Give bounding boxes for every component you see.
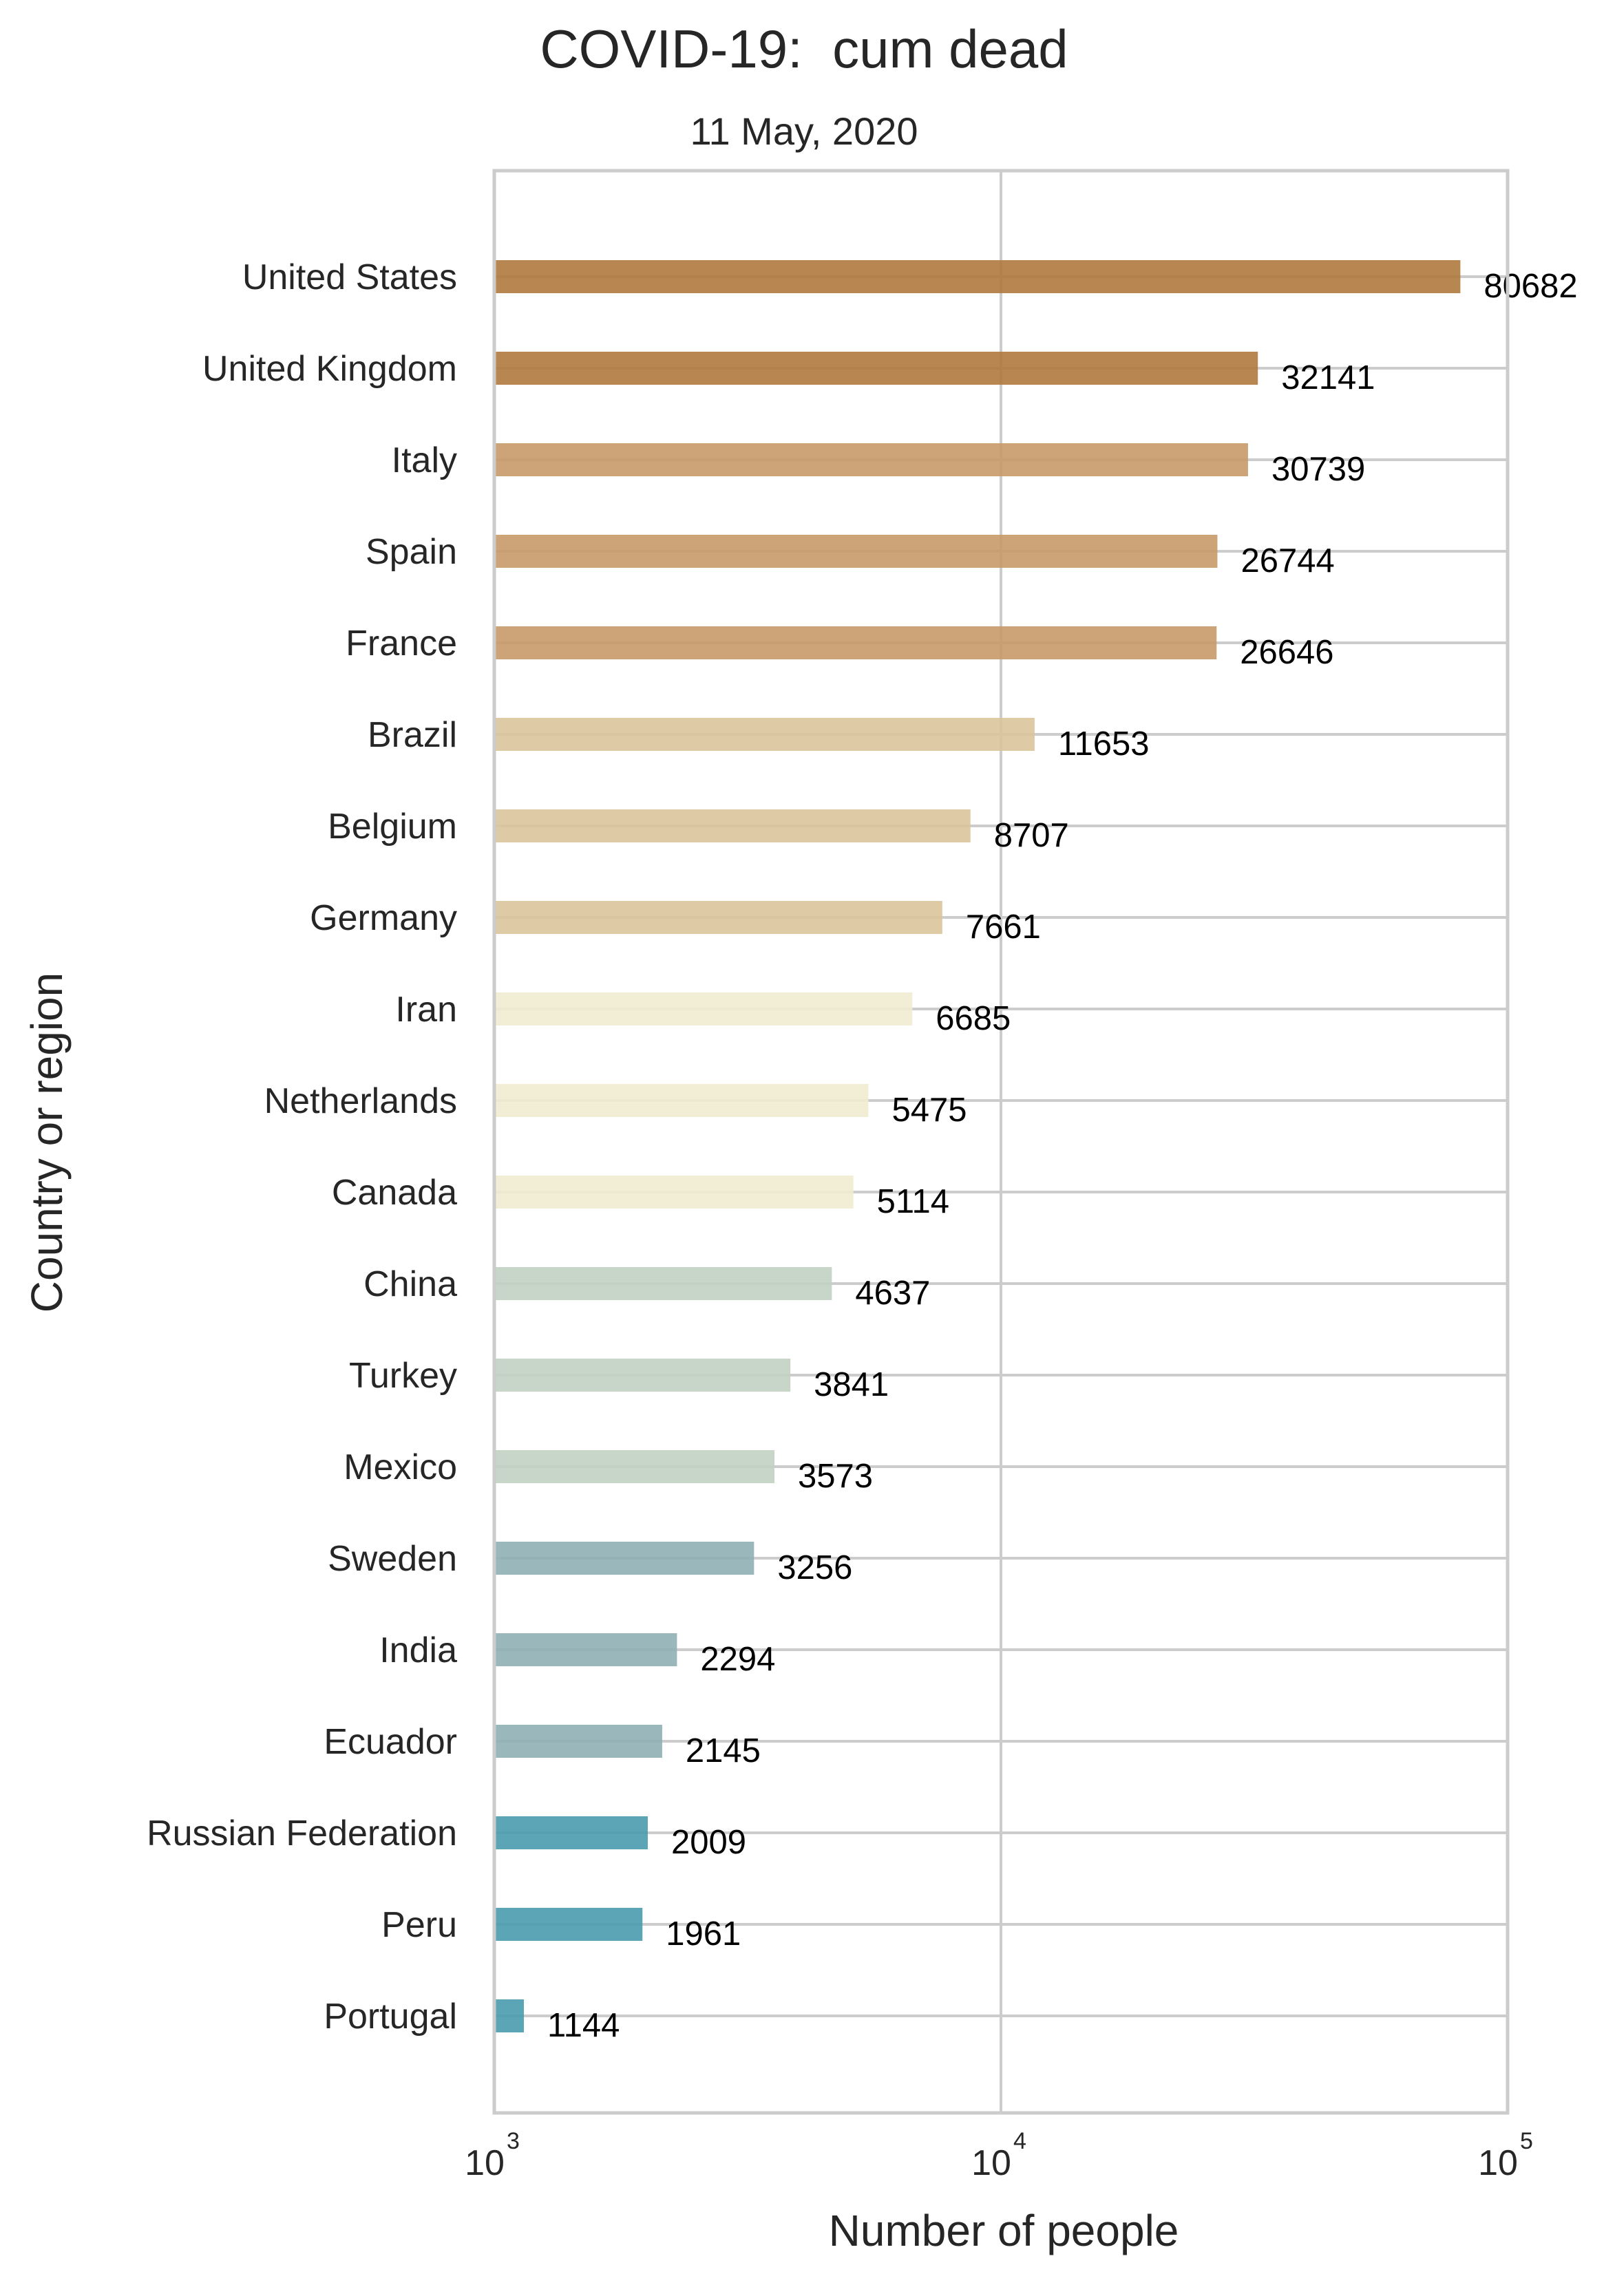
x-axis-label: Number of people [829,2206,1179,2255]
category-label: Mexico [344,1447,457,1487]
category-label: Italy [392,440,457,480]
bar [496,1176,854,1209]
bar [496,443,1248,476]
bar [496,1084,869,1117]
bar-value-label: 7661 [966,908,1041,946]
bar-value-label: 2009 [671,1824,746,1861]
x-tick-label: 10 [1478,2143,1518,2183]
bar [496,1725,662,1758]
bar-value-label: 26744 [1241,542,1334,580]
category-label: United Kingdom [202,349,457,389]
category-label: Netherlands [264,1081,457,1121]
bar [496,901,942,934]
bar-value-label: 2294 [700,1641,775,1678]
bar [496,1633,677,1666]
category-label: Iran [395,990,457,1030]
x-tick-label: 10 [971,2143,1011,2183]
category-label: Brazil [368,715,457,755]
category-labels: United States United Kingdom Italy Spain Fra… [147,257,457,2037]
category-label: United States [242,257,457,297]
bar-value-label: 1961 [666,1915,741,1953]
bar [496,1267,832,1300]
bar [496,1816,648,1849]
bar-value-label: 6685 [936,1000,1011,1037]
bar-value-label: 3573 [798,1458,873,1495]
category-label: France [346,624,457,663]
bars: 80682 32141 30739 26744 26646 11653 8707 7661 66… [496,260,1578,2044]
plot-frame [492,169,1510,2115]
bar-value-label: 11653 [1058,725,1150,763]
bar [496,1359,791,1392]
bar [496,626,1217,659]
category-label: China [363,1264,457,1304]
bar [496,992,913,1025]
bar-value-label: 8707 [994,817,1069,854]
x-tick-exponent: 3 [507,2128,520,2154]
bar-value-label: 5114 [877,1183,949,1220]
bar [496,809,971,842]
bar [496,718,1035,751]
bar [496,535,1218,568]
category-label: Canada [332,1173,457,1213]
bar [496,352,1258,385]
category-label: Ecuador [324,1722,457,1762]
bar-value-label: 3256 [777,1549,852,1586]
bar-value-label: 3841 [814,1366,889,1403]
bar [496,1542,754,1575]
category-label: Russian Federation [147,1814,457,1853]
bar-value-label: 26646 [1240,634,1333,671]
bar-value-label: 32141 [1281,359,1375,396]
y-axis-label: Country or region [22,972,72,1312]
bar [496,1999,525,2032]
x-tick-label: 10 [465,2143,505,2183]
bar-value-label: 80682 [1484,268,1577,305]
category-label: Turkey [349,1356,457,1396]
category-label: Portugal [324,1997,457,2037]
bar [496,1450,775,1483]
category-label: Sweden [328,1539,457,1579]
x-tick-exponent: 5 [1520,2128,1533,2154]
x-tick-exponent: 4 [1013,2128,1026,2154]
bar-value-label: 5475 [891,1092,967,1129]
bar-value-label: 30739 [1271,451,1365,488]
chart-subtitle: 11 May, 2020 [690,109,918,153]
bar-value-label: 2145 [686,1732,761,1769]
bar-value-label: 1144 [547,2007,620,2044]
category-label: Germany [310,898,457,938]
chart-title: COVID-19: cum dead [540,19,1068,79]
category-label: Belgium [328,807,457,847]
category-label: Peru [381,1905,457,1945]
bar [496,1908,643,1941]
bar [496,260,1461,293]
category-label: India [379,1630,457,1670]
category-label: Spain [366,532,457,572]
bar-value-label: 4637 [855,1275,930,1312]
